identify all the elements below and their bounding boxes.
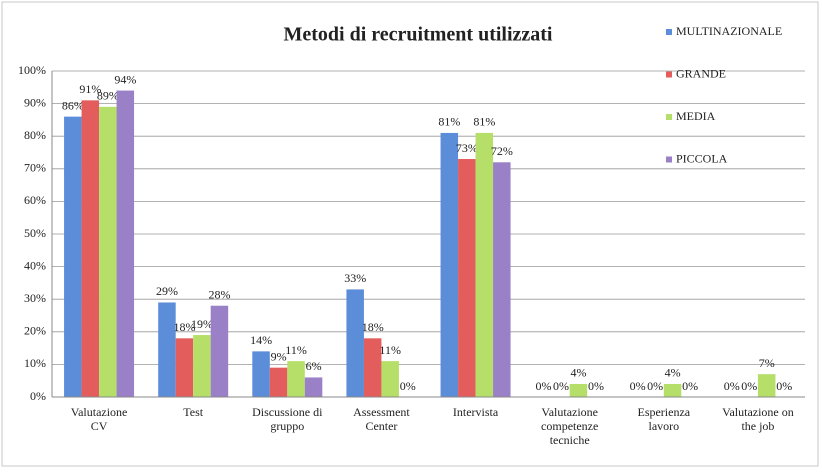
legend-label: PICCOLA: [676, 151, 728, 165]
y-tick-label: 70%: [24, 161, 46, 175]
bar: [81, 100, 100, 397]
x-tick-label: Valutazione competenze tecniche: [541, 405, 598, 447]
y-tick-label: 80%: [24, 128, 46, 142]
data-label: 72%: [491, 144, 513, 158]
bar: [64, 116, 82, 397]
data-label: 14%: [250, 333, 272, 347]
data-label: 4%: [570, 366, 586, 380]
y-tick-label: 30%: [24, 291, 46, 305]
legend-swatch: [666, 156, 672, 163]
bar: [663, 383, 682, 397]
x-tick-label: Valutazione on the job: [722, 405, 794, 433]
data-label: 0%: [630, 379, 646, 393]
bar: [175, 338, 194, 397]
x-tick-label: Valutazione CV: [71, 405, 128, 433]
bar: [269, 367, 288, 397]
data-label: 7%: [759, 356, 775, 370]
data-label: 6%: [306, 359, 322, 373]
legend-label: GRANDE: [676, 66, 726, 80]
data-label: 0%: [400, 379, 416, 393]
y-tick-label: 10%: [24, 356, 46, 370]
bar: [158, 302, 176, 397]
x-tick-label: Test: [183, 405, 203, 419]
bar: [99, 106, 117, 398]
bar: [458, 159, 476, 397]
data-label: 94%: [114, 72, 136, 86]
data-label: 0%: [741, 379, 757, 393]
y-tick-label: 40%: [24, 258, 46, 272]
bar: [381, 361, 399, 397]
x-tick-label: Assessment Center: [353, 405, 410, 433]
bar: [287, 361, 305, 397]
bar: [493, 162, 511, 397]
legend-swatch: [666, 29, 672, 35]
data-label: 73%: [456, 141, 478, 155]
x-tick-label: Intervista: [453, 405, 499, 419]
bar: [757, 374, 776, 397]
data-label: 0%: [535, 379, 551, 393]
bar: [116, 90, 135, 397]
legend-label: MULTINAZIONALE: [676, 24, 782, 38]
data-label: 9%: [271, 349, 287, 363]
bar: [440, 132, 459, 397]
data-label: 11%: [285, 343, 307, 357]
data-label: 0%: [647, 379, 663, 393]
data-label: 86%: [62, 98, 84, 112]
data-label: 81%: [473, 115, 495, 129]
data-label: 19%: [191, 317, 213, 331]
data-label: 0%: [682, 379, 698, 393]
legend-swatch: [666, 114, 672, 120]
bar: [304, 377, 323, 397]
legend-label: MEDIA: [676, 109, 716, 123]
data-label: 18%: [362, 320, 384, 334]
data-label: 18%: [173, 320, 195, 334]
data-label: 0%: [588, 379, 604, 393]
legend-swatch: [666, 71, 672, 78]
data-label: 0%: [724, 379, 740, 393]
bar: [193, 335, 211, 397]
y-tick-label: 0%: [30, 389, 46, 403]
data-label: 0%: [553, 379, 569, 393]
x-tick-label: Discussione di gruppo: [252, 405, 323, 433]
y-tick-label: 20%: [24, 324, 46, 338]
data-label: 4%: [665, 366, 681, 380]
bar: [346, 289, 364, 397]
y-tick-label: 50%: [24, 226, 46, 240]
data-label: 81%: [438, 115, 460, 129]
bar: [252, 351, 270, 397]
bar: [363, 338, 382, 397]
data-label: 33%: [344, 271, 366, 285]
data-label: 89%: [97, 89, 119, 103]
data-label: 0%: [776, 379, 792, 393]
bar: [569, 383, 588, 397]
data-label: 91%: [79, 82, 101, 96]
bar: [475, 132, 494, 397]
bar: [210, 305, 229, 397]
data-label: 29%: [156, 284, 178, 298]
data-label: 11%: [379, 343, 401, 357]
y-tick-label: 60%: [24, 193, 46, 207]
y-tick-label: 90%: [24, 95, 46, 109]
data-label: 28%: [208, 287, 230, 301]
y-tick-label: 100%: [18, 63, 46, 77]
chart-title: Metodi di recruitment utilizzati: [283, 24, 552, 46]
x-tick-label: Esperienza lavoro: [637, 405, 690, 433]
